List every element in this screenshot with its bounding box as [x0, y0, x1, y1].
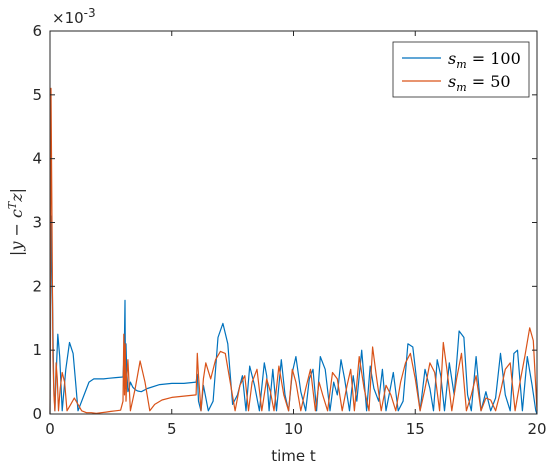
y-exponent-power: -3: [84, 6, 96, 20]
series-layer: [49, 87, 538, 415]
x-axis: 0 5 10 15 20: [45, 31, 547, 438]
series-line-0: [49, 215, 538, 415]
y-axis-title-sup: T: [6, 200, 19, 209]
y-axis-title-tail: z|: [7, 188, 26, 203]
y-tick-label: 0: [32, 405, 42, 423]
x-tick-label: 5: [167, 420, 177, 438]
y-tick-label: 6: [32, 22, 42, 40]
series-line-1: [49, 87, 538, 415]
x-tick-label: 10: [284, 420, 303, 438]
y-tick-label: 1: [32, 341, 42, 359]
x-tick-label: 0: [45, 420, 55, 438]
x-axis-title: time t: [271, 447, 316, 465]
legend-entry-s50: sm = 50: [448, 72, 511, 94]
x-tick-label: 20: [527, 420, 546, 438]
y-tick-label: 4: [32, 150, 42, 168]
y-axis-title: |y − cTz|: [6, 188, 26, 256]
y-exponent-label: ×10-3: [52, 6, 96, 27]
legend-entry-s100: sm = 100: [448, 49, 521, 71]
y-axis: 0 1 2 3 4 5 6: [32, 22, 537, 423]
y-tick-label: 5: [32, 86, 42, 104]
y-tick-label: 3: [32, 214, 42, 232]
legend: sm = 100 sm = 50: [392, 41, 530, 98]
x-tick-label: 15: [406, 420, 425, 438]
legend-box: [392, 41, 530, 98]
y-axis-title-main: |y − c: [7, 209, 26, 256]
y-tick-label: 2: [32, 277, 42, 295]
